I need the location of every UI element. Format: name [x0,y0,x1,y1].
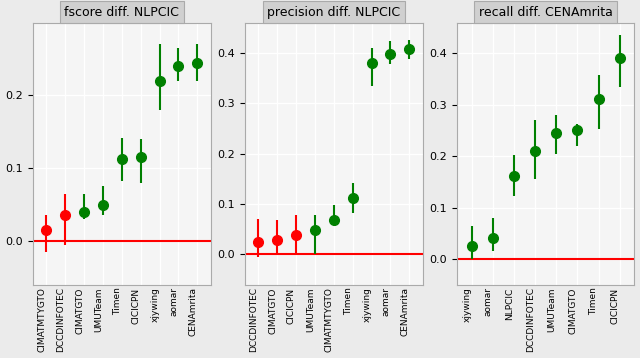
Title: precision diff. NLPCIC: precision diff. NLPCIC [267,6,400,19]
Title: fscore diff. NLPCIC: fscore diff. NLPCIC [65,6,179,19]
Title: recall diff. CENAmrita: recall diff. CENAmrita [479,6,612,19]
